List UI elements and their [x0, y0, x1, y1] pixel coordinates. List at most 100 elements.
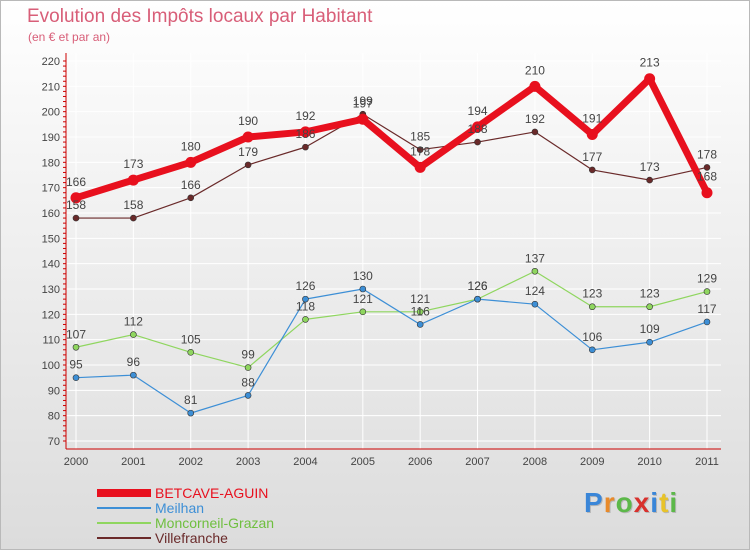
- data-label: 158: [66, 198, 86, 212]
- series-line-meilhan: [75, 288, 708, 414]
- data-point: [187, 349, 195, 356]
- data-point: [646, 338, 653, 346]
- data-label: 130: [353, 269, 373, 283]
- data-label: 213: [640, 56, 660, 70]
- data-label: 106: [582, 330, 602, 344]
- y-tick-label: 130: [42, 284, 60, 296]
- data-label: 166: [181, 178, 201, 192]
- y-tick-label: 220: [42, 56, 60, 68]
- data-point: [646, 176, 653, 184]
- data-label: 81: [184, 393, 198, 407]
- data-label: 109: [640, 322, 660, 336]
- legend-swatch: [97, 507, 151, 509]
- data-point: [127, 174, 139, 186]
- data-point: [474, 295, 481, 303]
- data-point: [531, 267, 539, 275]
- y-tick-label: 120: [42, 309, 60, 321]
- data-point: [244, 161, 252, 169]
- logo-letter: x: [633, 487, 651, 518]
- data-point: [244, 392, 252, 399]
- data-point: [72, 343, 80, 351]
- data-point: [72, 374, 80, 381]
- axes: 7080901001101201301401501601701801902002…: [42, 53, 721, 468]
- data-point: [242, 131, 254, 143]
- data-label: 121: [353, 292, 373, 306]
- y-tick-label: 90: [48, 385, 60, 397]
- data-point: [299, 126, 311, 138]
- legend-item: Meilhan: [97, 501, 457, 516]
- y-tick-label: 180: [42, 157, 60, 169]
- data-label: 190: [238, 114, 258, 128]
- data-point: [416, 321, 424, 328]
- x-tick-label: 2006: [408, 456, 432, 468]
- y-tick-label: 140: [42, 259, 60, 271]
- x-tick-label: 2000: [64, 456, 88, 468]
- data-point: [359, 308, 367, 316]
- x-tick-label: 2004: [293, 456, 317, 468]
- data-label: 194: [468, 104, 488, 118]
- data-label: 105: [181, 332, 201, 346]
- x-tick-label: 2008: [523, 456, 547, 468]
- data-label: 173: [640, 160, 660, 174]
- data-label: 166: [66, 175, 86, 189]
- data-label: 123: [640, 287, 660, 301]
- data-label: 118: [296, 299, 315, 313]
- proxiti-logo: Proxiti: [584, 487, 678, 519]
- data-point: [185, 156, 197, 168]
- data-labels: 166 173 180 190 192 197 178 194 210 191 213 168 95 96…: [66, 56, 717, 407]
- data-label: 199: [353, 94, 373, 108]
- data-point: [130, 331, 137, 338]
- series-line-betcave-aguin: [72, 75, 711, 202]
- data-label: 191: [582, 111, 602, 125]
- data-label: 117: [697, 302, 716, 316]
- data-point: [703, 318, 711, 326]
- data-point: [414, 161, 426, 173]
- chart-title: Evolution des Impôts locaux par Habitant: [27, 6, 373, 27]
- x-tick-label: 2001: [121, 456, 145, 468]
- y-tick-label: 110: [42, 335, 60, 347]
- x-tick-label: 2010: [637, 456, 661, 468]
- data-point: [302, 143, 309, 151]
- data-label: 126: [468, 279, 488, 293]
- data-point: [588, 166, 596, 174]
- x-tick-label: 2002: [178, 456, 202, 468]
- data-point: [531, 128, 539, 136]
- data-label: 121: [410, 292, 430, 306]
- x-tick-label: 2007: [465, 456, 489, 468]
- data-label: 178: [410, 144, 430, 158]
- legend-label: Meilhan: [155, 500, 205, 516]
- logo-letter: P: [584, 487, 604, 518]
- data-point: [416, 146, 424, 153]
- legend-swatch: [97, 537, 151, 539]
- logo-letter: r: [603, 487, 616, 518]
- data-label: 129: [697, 272, 717, 286]
- data-label: 126: [295, 279, 315, 293]
- series-line-villefranche: [75, 113, 708, 219]
- data-label: 177: [582, 150, 602, 164]
- grid-lines: [66, 53, 721, 449]
- y-tick-label: 200: [42, 107, 60, 119]
- logo-letter: o: [615, 487, 634, 518]
- data-point: [187, 409, 195, 417]
- data-point: [72, 214, 80, 222]
- data-point: [529, 80, 541, 92]
- legend-item: BETCAVE-AGUIN: [97, 486, 457, 501]
- data-label: 210: [525, 63, 545, 77]
- data-point: [646, 303, 653, 311]
- data-point: [588, 346, 596, 354]
- data-point: [302, 295, 309, 303]
- data-label: 88: [241, 375, 255, 389]
- data-label: 96: [127, 355, 141, 369]
- data-label: 99: [241, 348, 255, 362]
- data-point: [701, 187, 713, 199]
- y-tick-label: 150: [42, 233, 60, 245]
- data-point: [644, 73, 656, 85]
- data-point: [359, 285, 367, 293]
- logo-letter: i: [669, 487, 679, 518]
- data-point: [130, 214, 137, 222]
- data-point: [586, 128, 598, 140]
- data-label: 116: [411, 304, 430, 318]
- data-point: [531, 300, 539, 308]
- logo-letter: i: [650, 487, 660, 518]
